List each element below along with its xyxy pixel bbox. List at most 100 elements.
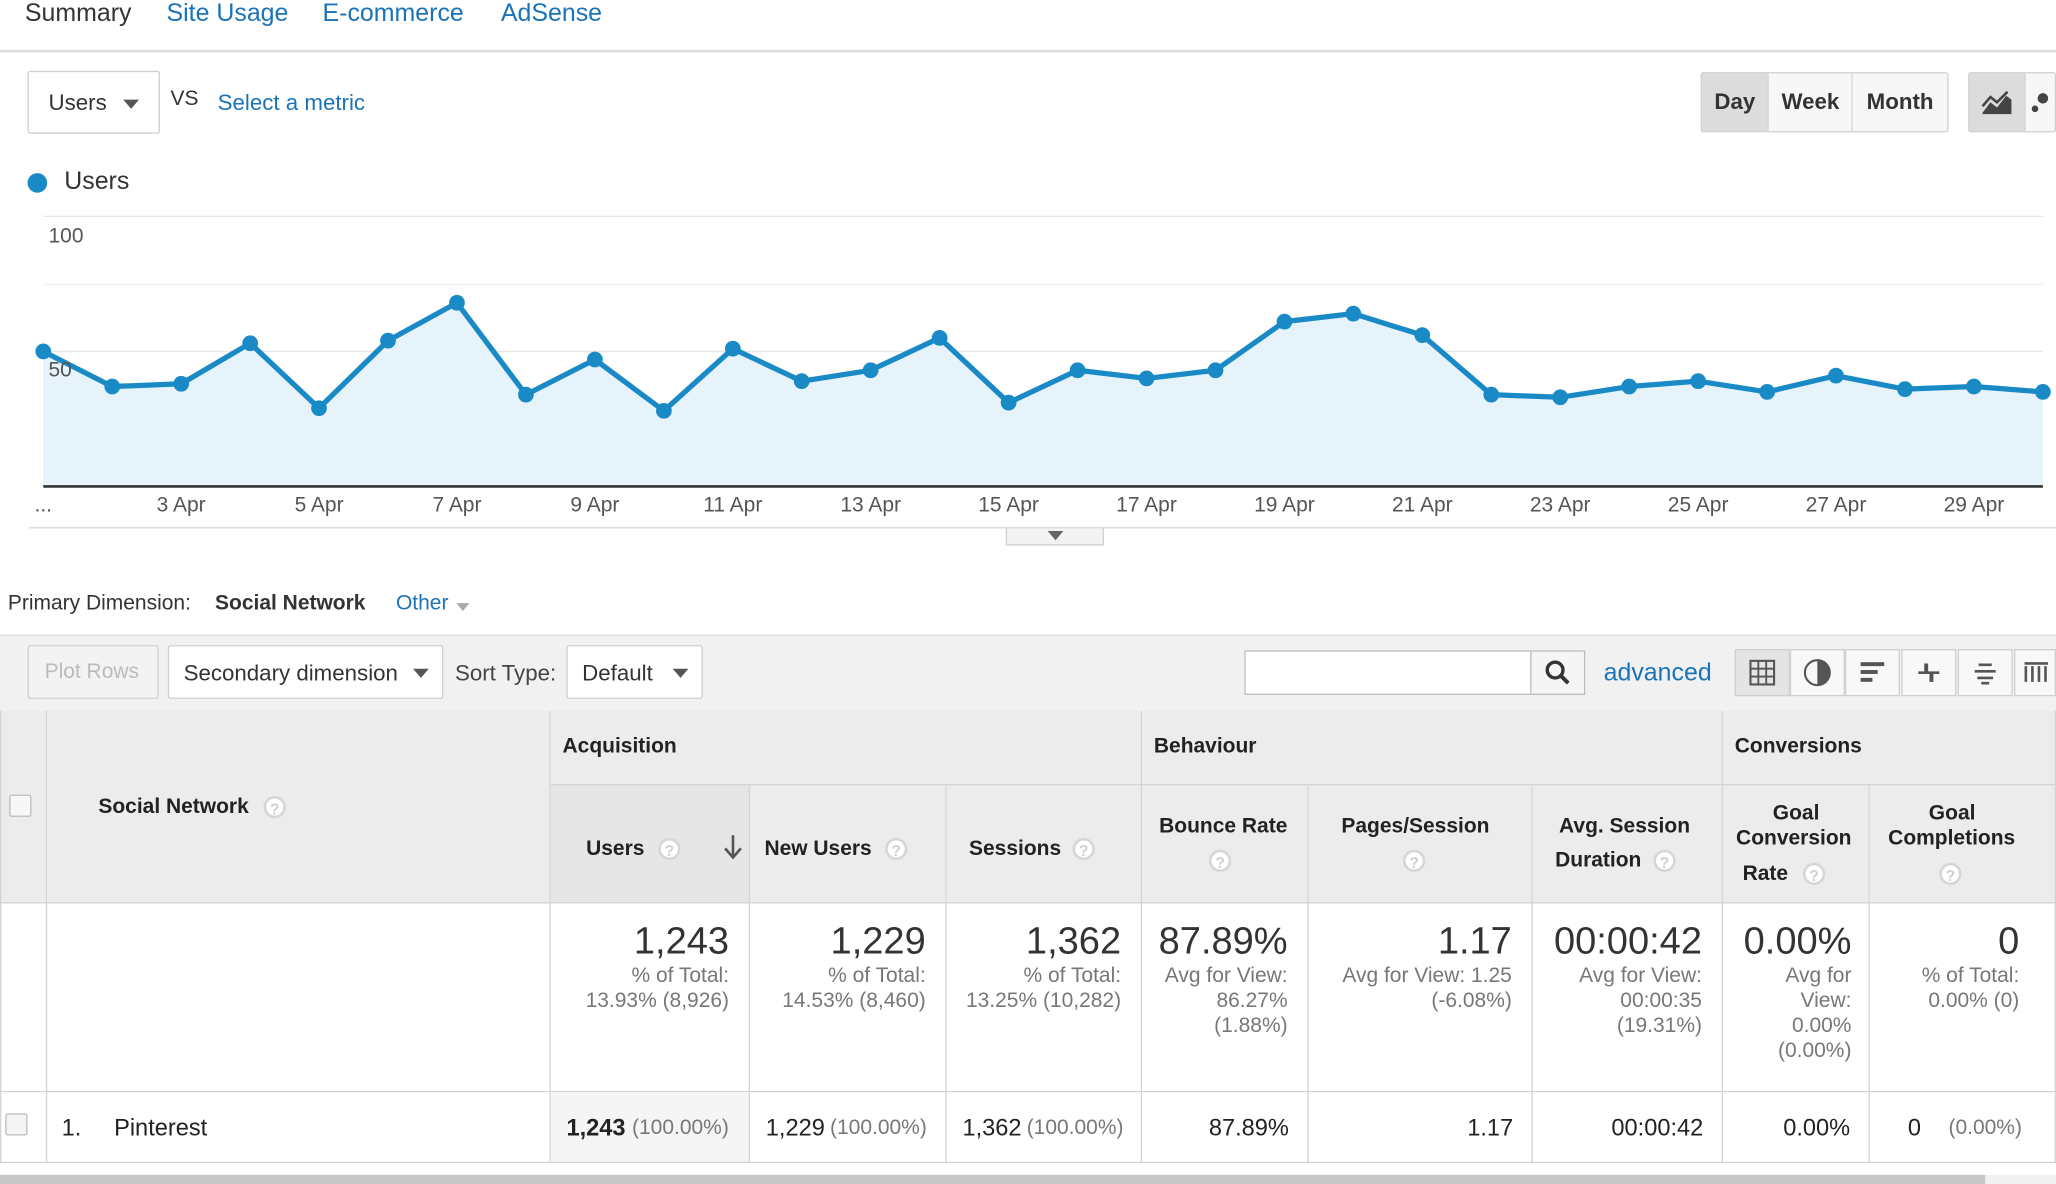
comparison-icon[interactable] — [1901, 649, 1957, 697]
month-button[interactable]: Month — [1852, 73, 1948, 132]
data-point-4-apr[interactable] — [242, 335, 259, 352]
scrollbar-thumb[interactable] — [0, 1174, 1986, 1184]
table-row: 1. Pinterest — [47, 1092, 551, 1164]
bar-chart-icon[interactable] — [1844, 649, 1900, 697]
data-point-17-apr[interactable] — [1138, 370, 1155, 387]
data-point-22-apr[interactable] — [1483, 386, 1500, 403]
help-icon[interactable]: ? — [1802, 862, 1826, 886]
table-search-input[interactable] — [1244, 650, 1532, 695]
table-view-icon[interactable] — [1734, 649, 1790, 697]
motion-chart-icon[interactable] — [2025, 73, 2055, 132]
secondary-dimension-label: Secondary dimension — [183, 660, 398, 686]
term-cloud-icon[interactable] — [1957, 649, 2013, 697]
row-pages-session-cell: 1.17 — [1308, 1092, 1533, 1164]
help-icon[interactable]: ? — [658, 837, 681, 861]
help-icon[interactable]: ? — [1939, 862, 1962, 886]
metric-dropdown[interactable]: Users — [27, 70, 160, 134]
advanced-filter-link[interactable]: advanced — [1603, 659, 1712, 688]
data-point-30-apr[interactable] — [2035, 384, 2051, 400]
data-point-20-apr[interactable] — [1345, 305, 1362, 322]
tab-summary[interactable]: Summary — [24, 0, 132, 28]
horizontal-scrollbar[interactable] — [0, 1174, 2056, 1184]
row-goal-comp-pct: (0.00%) — [1948, 1117, 2022, 1140]
total-goal-conv-line4: (0.00%) — [1777, 1039, 1852, 1063]
data-point-1-apr[interactable] — [35, 343, 52, 360]
data-point-15-apr[interactable] — [1000, 394, 1017, 411]
data-point-29-apr[interactable] — [1966, 378, 1982, 395]
data-point-3-apr[interactable] — [173, 375, 190, 392]
data-point-7-apr[interactable] — [449, 294, 465, 311]
new-users-header-label: New Users — [764, 837, 872, 861]
help-icon[interactable]: ? — [885, 837, 908, 861]
data-point-6-apr[interactable] — [380, 332, 396, 349]
row-network-link[interactable]: Pinterest — [114, 1114, 208, 1141]
users-line-chart: 100 50 — [35, 215, 2051, 488]
x-tick-label: 3 Apr — [156, 494, 206, 517]
data-point-14-apr[interactable] — [931, 330, 948, 346]
table-row-checkbox-cell — [0, 1092, 48, 1164]
column-header-avg-session-duration[interactable]: Avg. Session Duration ? — [1532, 785, 1723, 904]
help-icon[interactable]: ? — [1403, 849, 1426, 872]
data-point-11-apr[interactable] — [724, 340, 741, 357]
row-checkbox[interactable] — [5, 1113, 28, 1136]
data-point-19-apr[interactable] — [1276, 313, 1293, 330]
secondary-dimension-dropdown[interactable]: Secondary dimension — [167, 645, 444, 699]
data-point-8-apr[interactable] — [518, 386, 534, 403]
column-header-new-users[interactable]: New Users ? — [750, 785, 947, 904]
x-tick-label: 27 Apr — [1805, 494, 1867, 517]
column-header-sessions[interactable]: Sessions ? — [946, 785, 1143, 904]
data-point-26-apr[interactable] — [1759, 384, 1776, 400]
column-header-users[interactable]: Users ? — [550, 785, 751, 904]
data-point-5-apr[interactable] — [311, 400, 327, 417]
data-point-27-apr[interactable] — [1828, 367, 1844, 384]
column-header-pages-session[interactable]: Pages/Session ? — [1308, 785, 1533, 904]
data-point-10-apr[interactable] — [656, 402, 672, 419]
sort-descending-icon[interactable] — [721, 834, 745, 860]
select-metric-link[interactable]: Select a metric — [217, 90, 366, 116]
help-icon[interactable]: ? — [1072, 837, 1095, 861]
tab-site-usage[interactable]: Site Usage — [166, 0, 289, 28]
legend-dot-users — [27, 173, 48, 193]
pie-chart-icon[interactable] — [1789, 649, 1845, 697]
sort-type-dropdown[interactable]: Default — [566, 645, 703, 699]
help-icon[interactable]: ? — [263, 795, 286, 819]
tab-adsense[interactable]: AdSense — [500, 0, 603, 28]
x-tick-label: 7 Apr — [432, 494, 482, 517]
header-social-network[interactable]: Social Network ? — [47, 710, 551, 904]
chart-collapse-handle[interactable] — [1005, 528, 1105, 546]
plot-rows-button[interactable]: Plot Rows — [27, 645, 159, 699]
column-header-bounce-rate[interactable]: Bounce Rate ? — [1142, 785, 1309, 904]
total-goal-comp-line1: % of Total: — [1921, 965, 2020, 988]
day-button[interactable]: Day — [1701, 73, 1770, 132]
data-point-18-apr[interactable] — [1207, 362, 1224, 379]
total-avg-session-line1: Avg for View: — [1579, 965, 1702, 988]
data-point-25-apr[interactable] — [1690, 373, 1707, 390]
acquisition-label: Acquisition — [562, 735, 677, 758]
primary-dimension-social-network[interactable]: Social Network — [215, 592, 366, 615]
help-icon[interactable]: ? — [1653, 849, 1676, 872]
primary-dimension-other[interactable]: Other — [395, 592, 449, 615]
data-point-28-apr[interactable] — [1897, 381, 1913, 398]
pivot-icon[interactable] — [2014, 649, 2056, 697]
search-button[interactable] — [1530, 650, 1586, 695]
column-header-goal-completions[interactable]: Goal Completions ? — [1869, 785, 2056, 904]
select-all-checkbox[interactable] — [9, 794, 32, 817]
data-point-21-apr[interactable] — [1414, 327, 1431, 344]
data-point-23-apr[interactable] — [1552, 389, 1569, 406]
week-button[interactable]: Week — [1769, 73, 1853, 132]
column-header-goal-conversion-rate[interactable]: Goal Conversion Rate ? — [1722, 785, 1870, 904]
data-point-24-apr[interactable] — [1621, 378, 1638, 395]
total-users-line2: 13.93% (8,926) — [585, 989, 730, 1013]
data-point-16-apr[interactable] — [1069, 362, 1086, 379]
tab-e-commerce[interactable]: E-commerce — [322, 0, 464, 28]
help-icon[interactable]: ? — [1208, 849, 1232, 872]
data-point-9-apr[interactable] — [587, 351, 603, 368]
social-network-header-label: Social Network — [98, 795, 249, 819]
line-chart-icon[interactable] — [1969, 73, 2026, 132]
data-point-12-apr[interactable] — [793, 373, 810, 390]
data-point-13-apr[interactable] — [862, 362, 879, 379]
row-users-cell: 1,243 (100.00%) — [550, 1092, 751, 1164]
total-goal-conv-value: 0.00% — [1743, 920, 1852, 963]
conversions-label: Conversions — [1734, 735, 1862, 758]
data-point-2-apr[interactable] — [104, 378, 121, 395]
